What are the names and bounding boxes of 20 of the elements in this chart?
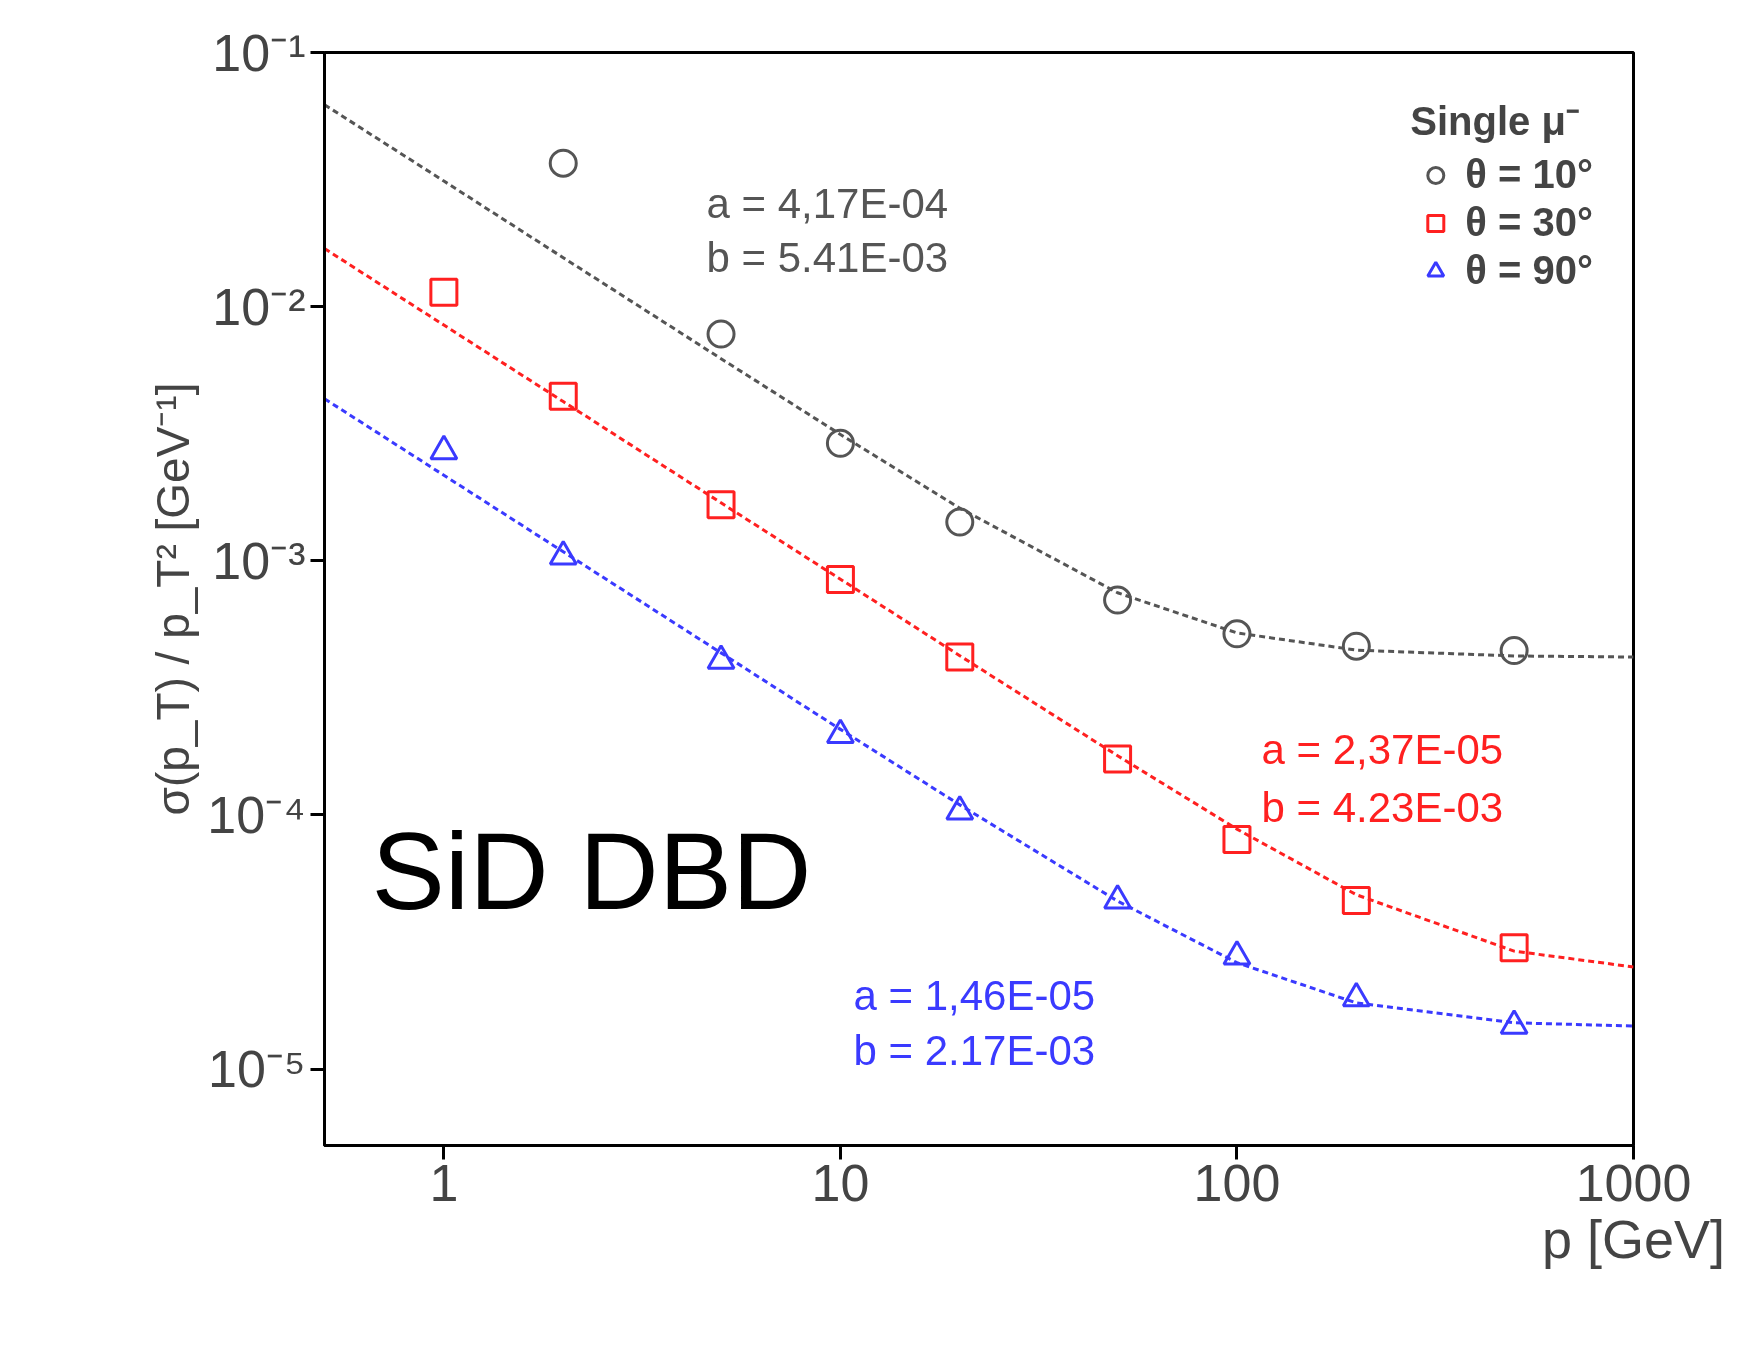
- legend-label: θ = 10°: [1465, 152, 1593, 197]
- x-tick-label: 10: [811, 1153, 870, 1212]
- y-tick-label: 10⁻¹: [212, 23, 306, 82]
- annotation: SiD DBD: [371, 809, 812, 932]
- annotation: b = 4.23E-03: [1261, 784, 1504, 831]
- y-tick-label: 10⁻⁴: [207, 785, 306, 844]
- y-tick-label: 10⁻²: [212, 277, 306, 336]
- annotation: a = 4,17E-04: [706, 180, 949, 227]
- y-tick-label: 10⁻⁵: [208, 1040, 306, 1098]
- legend-label: θ = 30°: [1465, 200, 1593, 245]
- y-tick-label: 10⁻³: [212, 531, 306, 590]
- annotation: b = 2.17E-03: [853, 1027, 1096, 1074]
- legend-title: Single μ⁻: [1410, 98, 1581, 145]
- y-axis-title: σ(p_T) / p_T² [GeV⁻¹]: [147, 382, 200, 816]
- annotation: a = 2,37E-05: [1261, 726, 1504, 773]
- x-tick-label: 100: [1193, 1153, 1281, 1212]
- annotation: b = 5.41E-03: [706, 234, 949, 281]
- annotation: a = 1,46E-05: [853, 972, 1096, 1019]
- legend-label: θ = 90°: [1465, 248, 1593, 293]
- x-tick-label: 1: [429, 1153, 459, 1212]
